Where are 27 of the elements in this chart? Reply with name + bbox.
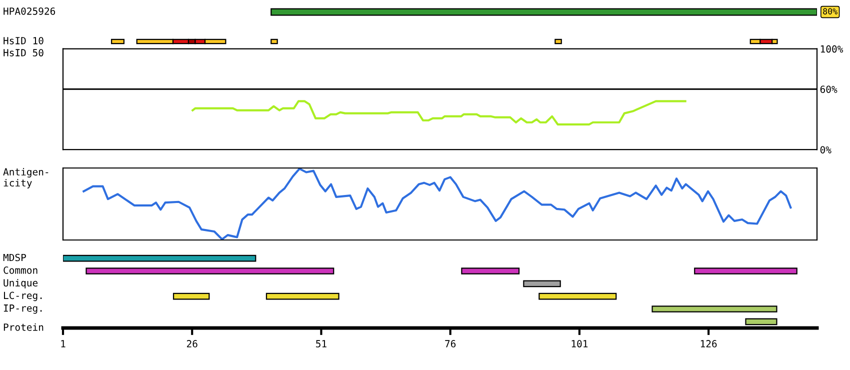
- category-label: Common: [4, 266, 38, 274]
- bar: [110, 38, 124, 44]
- category-label: LC-reg.: [4, 292, 42, 302]
- bar: [523, 280, 561, 288]
- x-tick-label: 126: [700, 340, 717, 348]
- y-axis-title: Antigen- icity: [3, 168, 48, 188]
- bar: [554, 38, 562, 44]
- category-label: HPA025926: [4, 7, 56, 15]
- category-label: Unique: [4, 278, 38, 288]
- y-axis-title: HsID 50: [4, 49, 44, 56]
- x-tick-label: 1: [61, 340, 66, 348]
- category-label: IP-reg.: [4, 304, 42, 314]
- bar: [270, 38, 278, 44]
- x-tick-label: 51: [316, 340, 326, 348]
- bar: [652, 306, 778, 312]
- bar: [63, 254, 256, 262]
- category-label: MDSP: [3, 254, 26, 262]
- y-tick-label: 100%: [820, 45, 844, 53]
- x-tick-label: 101: [572, 340, 588, 348]
- x-tick-label: 76: [445, 340, 456, 348]
- x-axis-title: Protein: [4, 323, 44, 331]
- line-series: [192, 100, 686, 126]
- annotation: 80%: [823, 8, 838, 14]
- y-tick-label: 0%: [820, 146, 832, 154]
- x-tick-label: 26: [186, 340, 198, 348]
- y-tick-label: 60%: [820, 86, 838, 93]
- category-label: HsID 10: [4, 36, 44, 44]
